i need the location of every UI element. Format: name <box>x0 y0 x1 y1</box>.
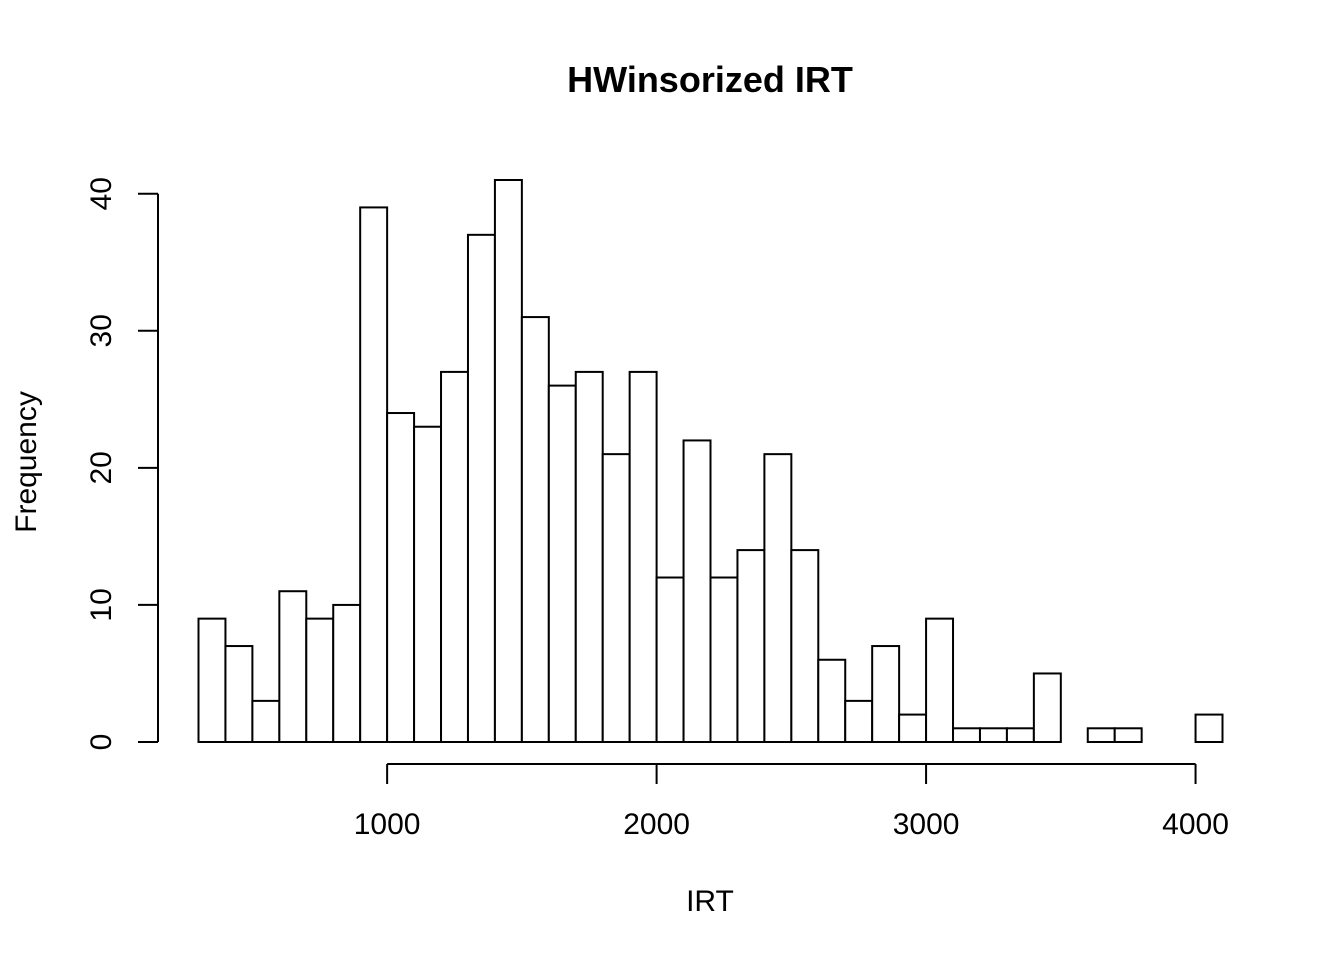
histogram-bar <box>466 233 496 744</box>
y-axis-label: Frequency <box>10 391 43 533</box>
histogram-bar <box>817 658 847 744</box>
histogram-bar <box>359 206 389 744</box>
histogram-bar <box>493 179 523 743</box>
histogram-bar <box>628 370 658 743</box>
x-tick-label: 1000 <box>354 808 421 841</box>
histogram-bar <box>197 617 227 744</box>
bars-group <box>197 179 1224 744</box>
histogram-bar <box>898 713 928 744</box>
histogram-bar <box>978 727 1008 743</box>
y-tick-label: 40 <box>85 177 118 210</box>
chart-title: HWinsorized IRT <box>567 59 853 100</box>
y-axis: 0 10 20 30 40 <box>85 177 159 751</box>
histogram-bar <box>925 617 955 744</box>
histogram-bar <box>709 576 739 744</box>
histogram-bar <box>224 645 254 743</box>
histogram-bar <box>547 384 577 743</box>
histogram-bar <box>413 425 443 743</box>
y-tick-label: 30 <box>85 314 118 347</box>
y-tick-label: 0 <box>85 734 118 751</box>
x-tick-label: 2000 <box>623 808 690 841</box>
histogram-bar <box>952 727 981 743</box>
histogram-bar <box>601 453 631 743</box>
histogram-bar <box>871 645 901 743</box>
histogram-bar <box>1194 713 1224 744</box>
histogram-bar <box>763 453 793 743</box>
histogram-bar <box>332 603 362 743</box>
y-tick-label: 10 <box>85 588 118 621</box>
x-axis: 1000 2000 3000 4000 <box>354 763 1229 841</box>
histogram-bar <box>305 617 335 744</box>
histogram-bar <box>574 370 604 743</box>
histogram-bar <box>736 549 766 743</box>
histogram-bar <box>386 412 416 743</box>
histogram-bar <box>440 370 469 743</box>
x-tick-label: 4000 <box>1162 808 1229 841</box>
x-axis-label: IRT <box>686 885 734 918</box>
histogram-bar <box>251 699 281 744</box>
histogram-bar <box>1113 727 1143 743</box>
x-tick-label: 3000 <box>893 808 960 841</box>
histogram-bar <box>278 590 308 743</box>
histogram-bar <box>655 576 685 744</box>
histogram-bar <box>844 699 874 744</box>
histogram-bar <box>1032 672 1062 744</box>
histogram-bar <box>682 439 712 743</box>
histogram-bar <box>520 316 550 743</box>
histogram-bar <box>790 549 820 743</box>
histogram-bar <box>1005 727 1035 743</box>
y-tick-label: 20 <box>85 451 118 484</box>
histogram-bar <box>1086 727 1116 743</box>
